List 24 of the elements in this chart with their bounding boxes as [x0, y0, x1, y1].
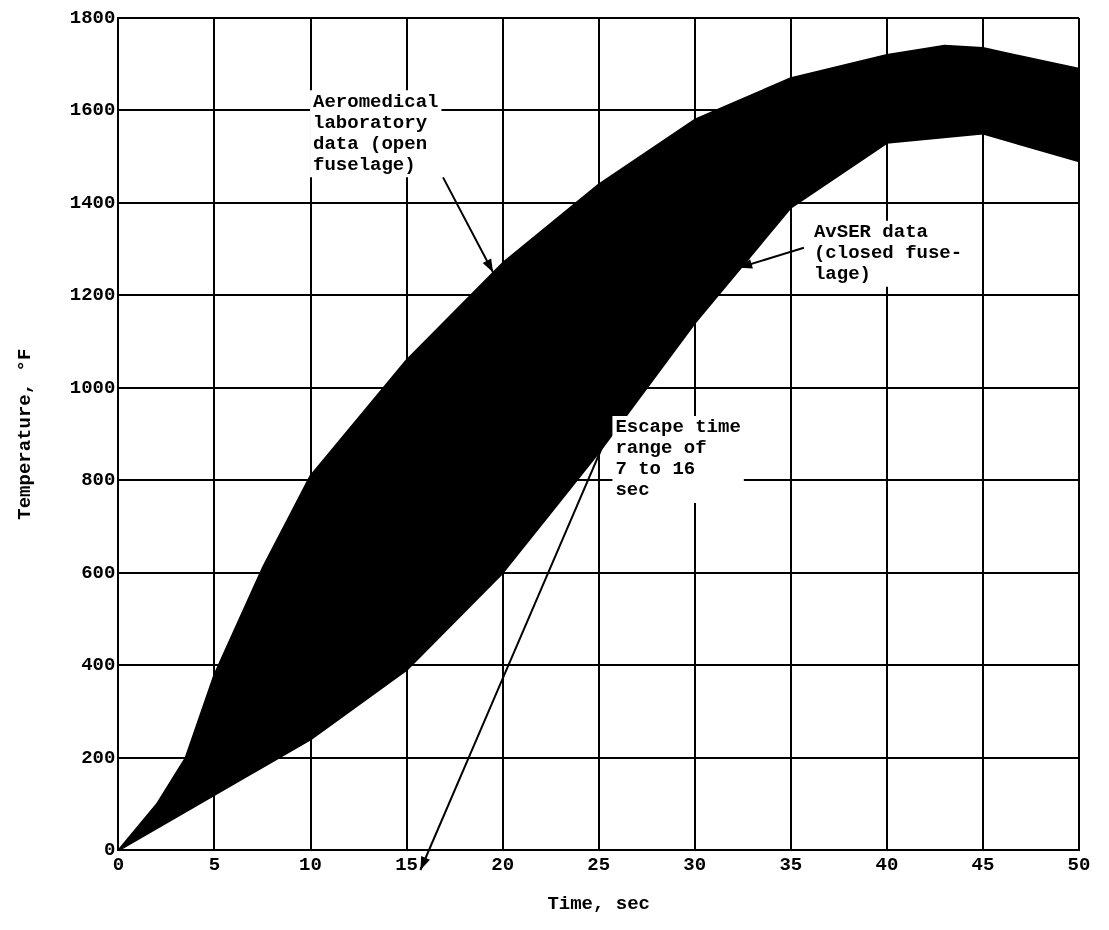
y-tick-label: 1600	[69, 99, 116, 122]
x-axis-title: Time, sec	[547, 893, 651, 916]
annotation: AvSER data (closed fuse- lage)	[813, 221, 963, 285]
y-tick-label: 1800	[69, 6, 116, 29]
y-axis-title: Temperature, °F	[14, 348, 37, 520]
x-tick-label: 45	[971, 853, 995, 876]
x-tick-label: 40	[875, 853, 899, 876]
annotation: Aeromedical laboratory data (open fuselage)	[313, 90, 439, 176]
x-tick-label: 25	[587, 853, 611, 876]
y-tick-label: 400	[81, 654, 116, 677]
y-tick-label: 1000	[69, 376, 116, 399]
x-tick-label: 5	[208, 853, 221, 876]
x-tick-label: 35	[779, 853, 803, 876]
x-tick-label: 15	[395, 853, 418, 876]
annotation: Escape time range of 7 to 16 sec	[615, 416, 741, 502]
y-tick-label: 800	[81, 469, 116, 492]
y-tick-label: 1200	[69, 284, 116, 307]
y-tick-label: 1400	[69, 191, 116, 214]
y-tick-label: 200	[81, 746, 116, 769]
x-tick-label: 20	[491, 853, 515, 876]
y-tick-label: 600	[81, 561, 116, 584]
x-tick-label: 50	[1067, 853, 1091, 876]
x-tick-label: 30	[683, 853, 707, 876]
x-tick-label: 10	[299, 853, 322, 876]
